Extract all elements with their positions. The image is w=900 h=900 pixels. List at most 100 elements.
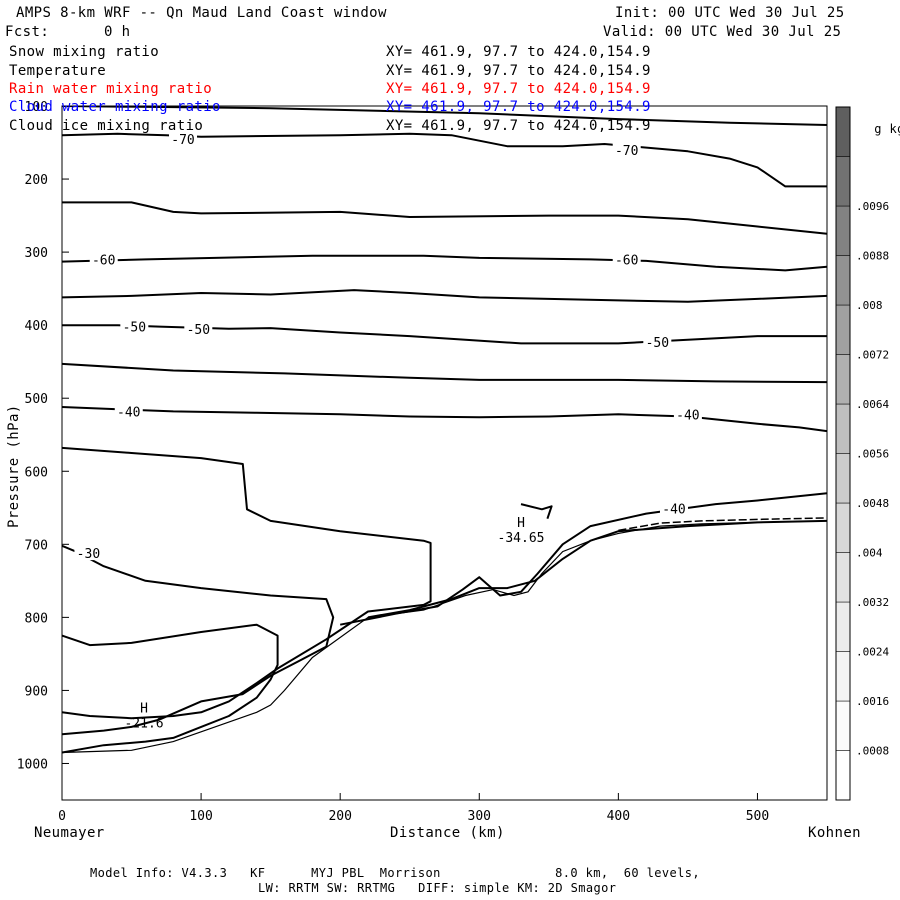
contour-label: -60: [92, 253, 115, 268]
field-name-rain: Rain water mixing ratio: [9, 81, 213, 97]
colorbar-swatch: [835, 255, 851, 306]
colorbar-unit-text: g kg: [874, 122, 900, 136]
contour-label: -30: [77, 547, 100, 562]
valid-time: Valid: 00 UTC Wed 30 Jul 25: [603, 24, 842, 40]
colorbar-unit: g kg-1: [859, 105, 900, 136]
contour-label-bg: [89, 252, 118, 267]
colorbar-label: .0088: [856, 250, 889, 263]
chart-title: AMPS 8-km WRF -- Qn Maud Land Coast wind…: [16, 5, 387, 21]
contour-label: -70: [171, 133, 194, 148]
x-tick-label: 400: [607, 809, 630, 824]
colorbar-swatch: [835, 502, 851, 553]
plot-frame: [61, 105, 828, 801]
x-tick-label: 200: [328, 809, 351, 824]
y-axis-title: Pressure (hPa): [6, 404, 22, 528]
contour-label: -70: [615, 144, 638, 159]
colorbar-swatch: [835, 750, 851, 801]
extremum-value: -21.6: [124, 716, 163, 731]
contour-label: -40: [676, 408, 699, 423]
contour-label: -50: [123, 321, 146, 336]
colorbar-swatch: [835, 651, 851, 702]
colorbar-swatch: [835, 354, 851, 405]
contour-label-bg: [673, 407, 702, 422]
contour-line-11: [520, 503, 553, 520]
colorbar-label: .0072: [856, 349, 889, 362]
colorbar-label: .0016: [856, 695, 889, 708]
colorbar-label: .0048: [856, 497, 889, 510]
field-name-cloud-water: Cloud water mixing ratio: [9, 99, 221, 115]
contour-line-5: [62, 324, 827, 345]
contour-label-bg: [184, 321, 213, 336]
contour-label-bg: [169, 131, 198, 146]
contour-label-bg: [120, 319, 149, 334]
fcst-label: Fcst:: [5, 24, 50, 40]
y-tick-label: 1000: [17, 757, 48, 772]
terrain-dashed-line: [618, 517, 827, 532]
y-tick-label: 900: [25, 684, 48, 699]
contour-line-4: [62, 289, 827, 303]
colorbar-frame: [835, 106, 851, 801]
colorbar-swatch: [835, 156, 851, 207]
x-axis-title: Distance (km): [390, 825, 505, 841]
x-tick-label: 100: [189, 809, 212, 824]
colorbar-swatch: [835, 304, 851, 355]
init-time: Init: 00 UTC Wed 30 Jul 25: [615, 5, 845, 21]
y-tick-label: 600: [25, 465, 48, 480]
x-tick-label: 300: [468, 809, 491, 824]
colorbar-swatch: [835, 601, 851, 652]
colorbar-swatch: [835, 205, 851, 256]
contour-label-bg: [660, 501, 688, 516]
contour-label-bg: [74, 546, 103, 561]
contour-line-2: [62, 201, 827, 235]
contour-line-8: [62, 446, 432, 720]
contour-label-bg: [612, 252, 641, 267]
field-xy-rain: XY= 461.9, 97.7 to 424.0,154.9: [386, 81, 651, 97]
contour-label: -60: [615, 253, 638, 268]
y-tick-label: 300: [25, 246, 48, 261]
contour-label: -50: [187, 323, 210, 338]
x-tick-label: 500: [746, 809, 769, 824]
colorbar-label: .004: [856, 547, 883, 560]
contour-line-9: [62, 544, 335, 736]
field-xy-cloud-ice: XY= 461.9, 97.7 to 424.0,154.9: [386, 118, 651, 134]
contour-line-10: [62, 623, 279, 754]
contour-line-3: [62, 254, 827, 272]
colorbar-label: .0064: [856, 398, 889, 411]
contour-label-bg: [114, 404, 143, 419]
field-xy-cloud-water: XY= 461.9, 97.7 to 424.0,154.9: [386, 99, 651, 115]
contour-line-6: [62, 362, 827, 384]
field-name-cloud-ice: Cloud ice mixing ratio: [9, 118, 204, 134]
contour-line-12: [367, 519, 827, 619]
extremum-marker: H: [517, 516, 525, 531]
y-tick-label: 400: [25, 319, 48, 334]
extremum-value: -34.65: [498, 531, 545, 546]
model-info: Model Info: V4.3.3 KF MYJ PBL Morrison 8…: [90, 866, 700, 880]
y-tick-label: 700: [25, 538, 48, 553]
contour-line-13: [340, 492, 827, 626]
fcst-value: 0 h: [104, 24, 131, 40]
extremum-marker: H: [140, 701, 148, 716]
colorbar-swatch: [835, 106, 851, 157]
contour-label: -40: [662, 503, 685, 518]
field-name-snow: Snow mixing ratio: [9, 44, 160, 60]
terrain-line: [62, 520, 827, 754]
field-name-temperature: Temperature: [9, 63, 107, 79]
contour-line-7: [62, 406, 827, 433]
model-physics: LW: RRTM SW: RRTMG DIFF: simple KM: 2D S…: [258, 881, 617, 895]
x-tick-label: 0: [58, 809, 66, 824]
colorbar-label: .0024: [856, 646, 889, 659]
contour-line-0: [62, 106, 827, 126]
colorbar-label: .0032: [856, 596, 889, 609]
colorbar-swatch: [835, 552, 851, 603]
colorbar-label: .0008: [856, 745, 889, 758]
y-tick-label: 500: [25, 392, 48, 407]
contour-label: -40: [117, 405, 140, 420]
x-axis-left-label: Neumayer: [34, 825, 105, 841]
colorbar-swatch: [835, 700, 851, 751]
contour-label-bg: [643, 334, 672, 349]
field-xy-temperature: XY= 461.9, 97.7 to 424.0,154.9: [386, 63, 651, 79]
x-axis-right-label: Kohnen: [808, 825, 861, 841]
colorbar-label: .0056: [856, 448, 889, 461]
y-tick-label: 100: [25, 100, 48, 115]
